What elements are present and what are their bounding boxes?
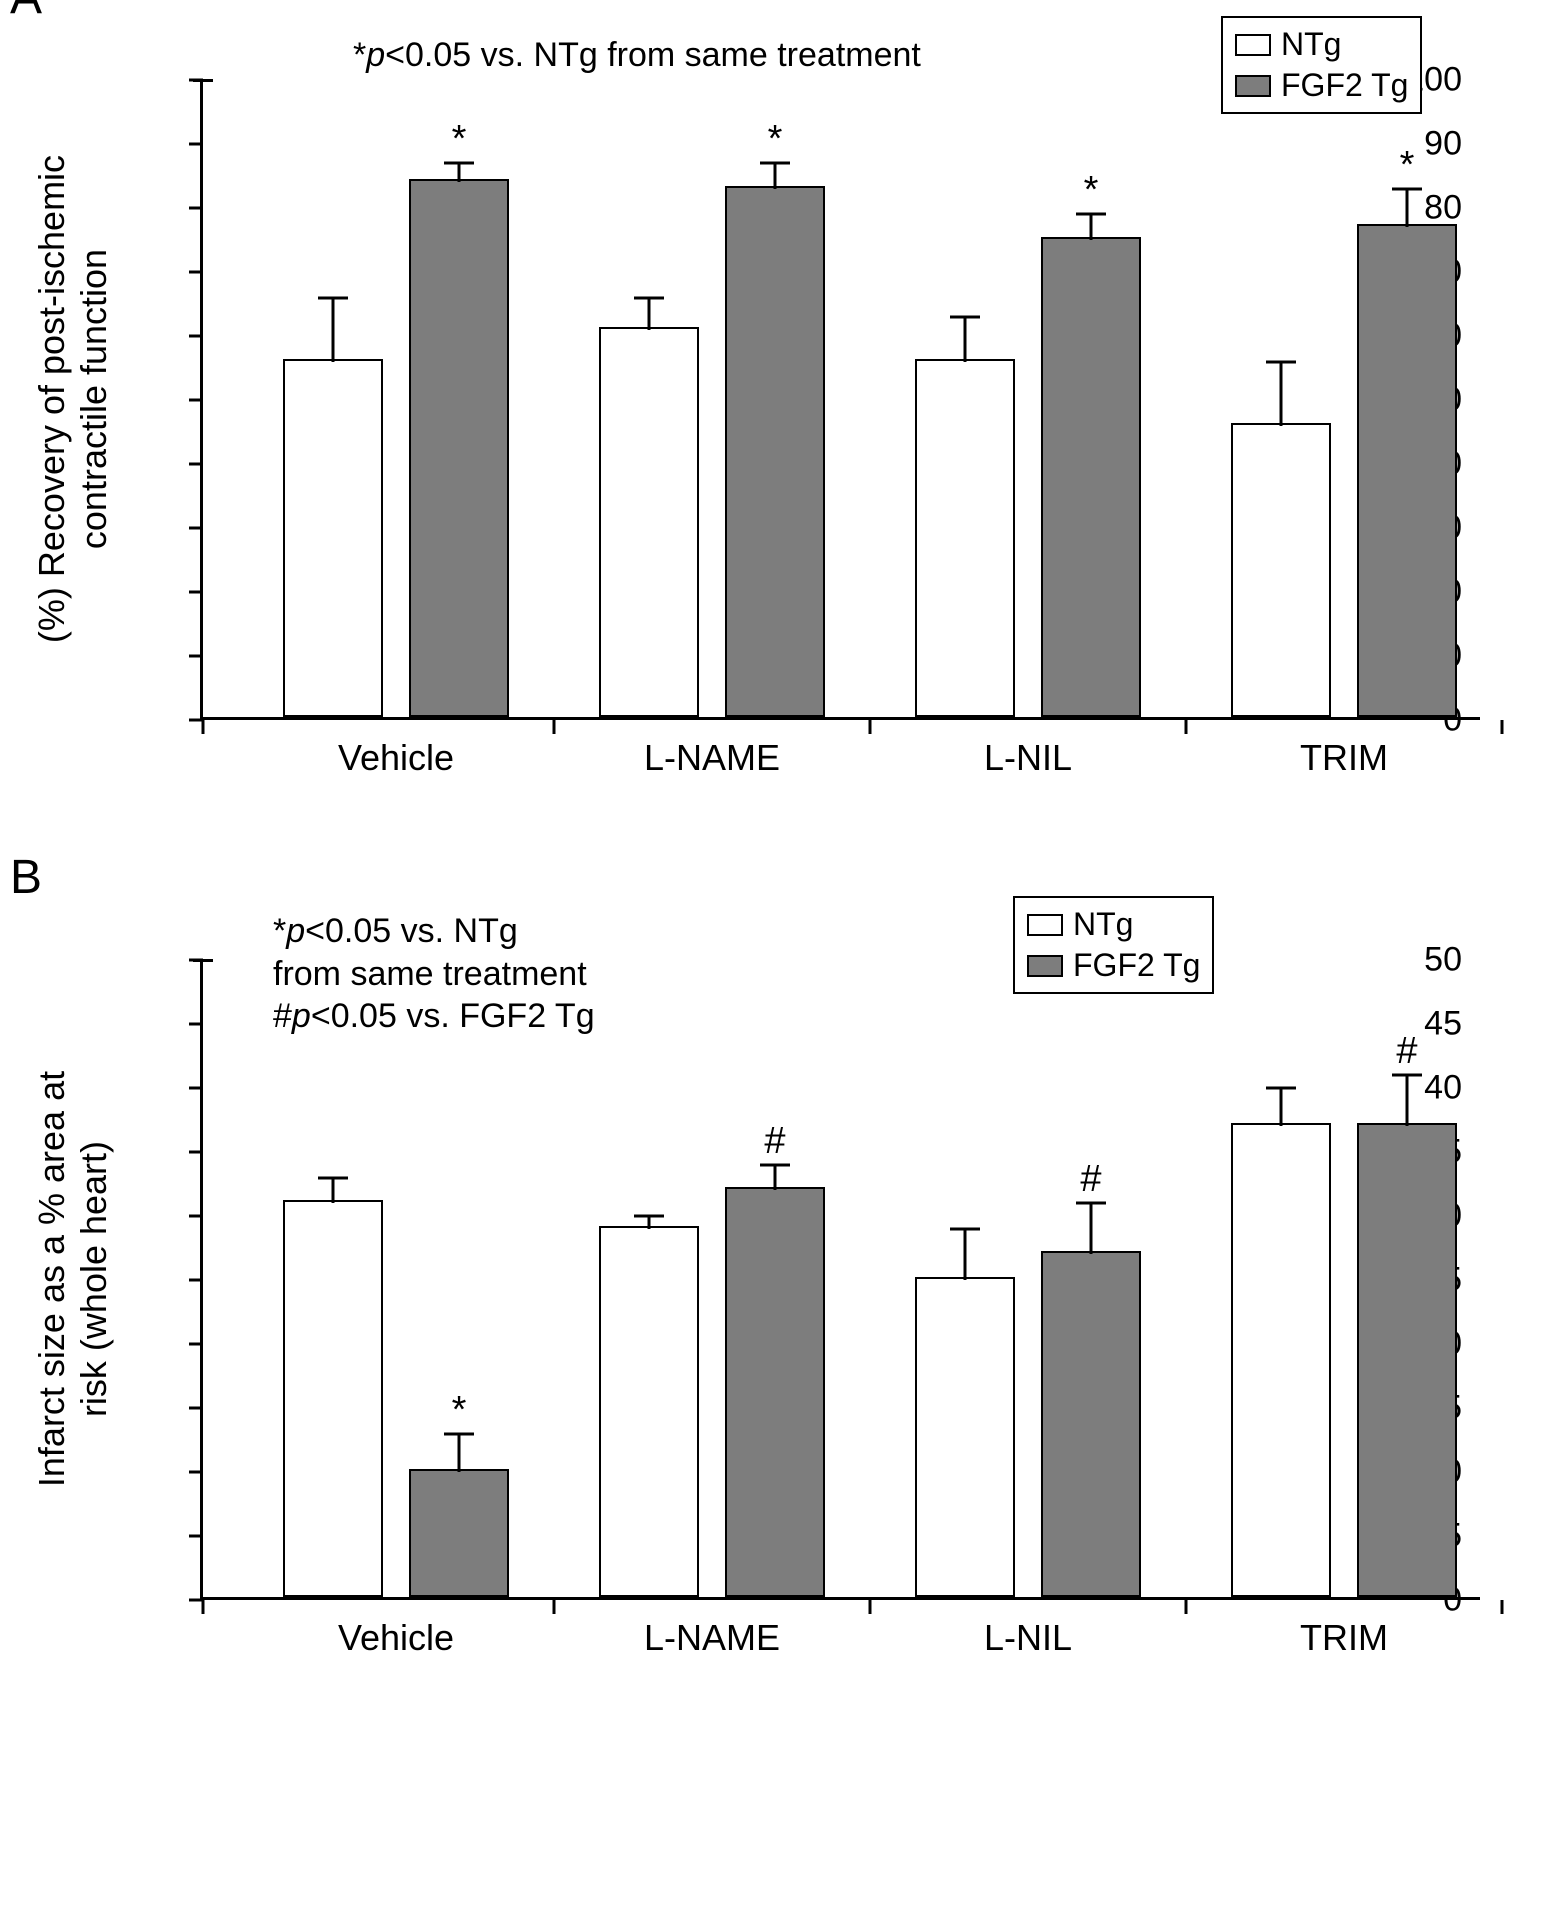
bar-ntg bbox=[283, 1200, 383, 1597]
bar-ntg bbox=[1231, 1123, 1331, 1597]
plot-region: 05101520253035404550Infarct size as a % … bbox=[200, 960, 1480, 1600]
significance-marker: # bbox=[764, 1120, 785, 1163]
significance-note: *p<0.05 vs. NTgfrom same treatment#p<0.0… bbox=[273, 910, 595, 1038]
significance-note: *p<0.05 vs. NTg from same treatment bbox=[353, 34, 921, 77]
bar-ntg bbox=[915, 1277, 1015, 1597]
bar-fgf bbox=[1041, 237, 1141, 717]
chart-area: 0102030405060708090100(%) Recovery of po… bbox=[200, 80, 1536, 720]
x-category-label: L-NAME bbox=[644, 1617, 780, 1659]
bar-fgf bbox=[725, 186, 825, 717]
bar-fgf bbox=[1041, 1251, 1141, 1597]
bar-fgf bbox=[1357, 1123, 1457, 1597]
significance-marker: # bbox=[1396, 1030, 1417, 1073]
bar-ntg bbox=[1231, 423, 1331, 717]
x-category-label: L-NAME bbox=[644, 737, 780, 779]
legend-swatch bbox=[1027, 955, 1063, 977]
significance-marker: * bbox=[1084, 169, 1099, 212]
x-category-label: TRIM bbox=[1300, 737, 1388, 779]
significance-marker: * bbox=[452, 1389, 467, 1432]
significance-marker: * bbox=[452, 118, 467, 161]
x-category-label: Vehicle bbox=[338, 1617, 454, 1659]
legend-label: NTg bbox=[1073, 906, 1133, 943]
legend: NTg FGF2 Tg bbox=[1221, 16, 1422, 114]
bar-ntg bbox=[599, 1226, 699, 1597]
legend-swatch bbox=[1027, 914, 1063, 936]
y-axis-title: Infarct size as a % area atrisk (whole h… bbox=[31, 1070, 115, 1486]
x-category-label: L-NIL bbox=[984, 1617, 1072, 1659]
x-category-label: L-NIL bbox=[984, 737, 1072, 779]
bar-fgf bbox=[409, 179, 509, 717]
chart-panel: A0102030405060708090100(%) Recovery of p… bbox=[20, 20, 1536, 720]
bar-ntg bbox=[283, 359, 383, 717]
bar-fgf bbox=[1357, 224, 1457, 717]
chart-area: 05101520253035404550Infarct size as a % … bbox=[200, 960, 1536, 1600]
legend-label: NTg bbox=[1281, 26, 1341, 63]
x-category-label: TRIM bbox=[1300, 1617, 1388, 1659]
x-category-label: Vehicle bbox=[338, 737, 454, 779]
bar-fgf bbox=[409, 1469, 509, 1597]
legend: NTg FGF2 Tg bbox=[1013, 896, 1214, 994]
legend-label: FGF2 Tg bbox=[1073, 947, 1200, 984]
chart-panel: B05101520253035404550Infarct size as a %… bbox=[20, 900, 1536, 1600]
panel-label: A bbox=[10, 0, 42, 25]
significance-marker: * bbox=[1400, 144, 1415, 187]
bar-ntg bbox=[915, 359, 1015, 717]
y-axis-title: (%) Recovery of post-ischemiccontractile… bbox=[31, 154, 115, 642]
legend-swatch bbox=[1235, 34, 1271, 56]
legend-swatch bbox=[1235, 75, 1271, 97]
legend-label: FGF2 Tg bbox=[1281, 67, 1408, 104]
bar-fgf bbox=[725, 1187, 825, 1597]
bar-ntg bbox=[599, 327, 699, 717]
panel-label: B bbox=[10, 850, 42, 905]
significance-marker: # bbox=[1080, 1158, 1101, 1201]
significance-marker: * bbox=[768, 118, 783, 161]
plot-region: 0102030405060708090100(%) Recovery of po… bbox=[200, 80, 1480, 720]
